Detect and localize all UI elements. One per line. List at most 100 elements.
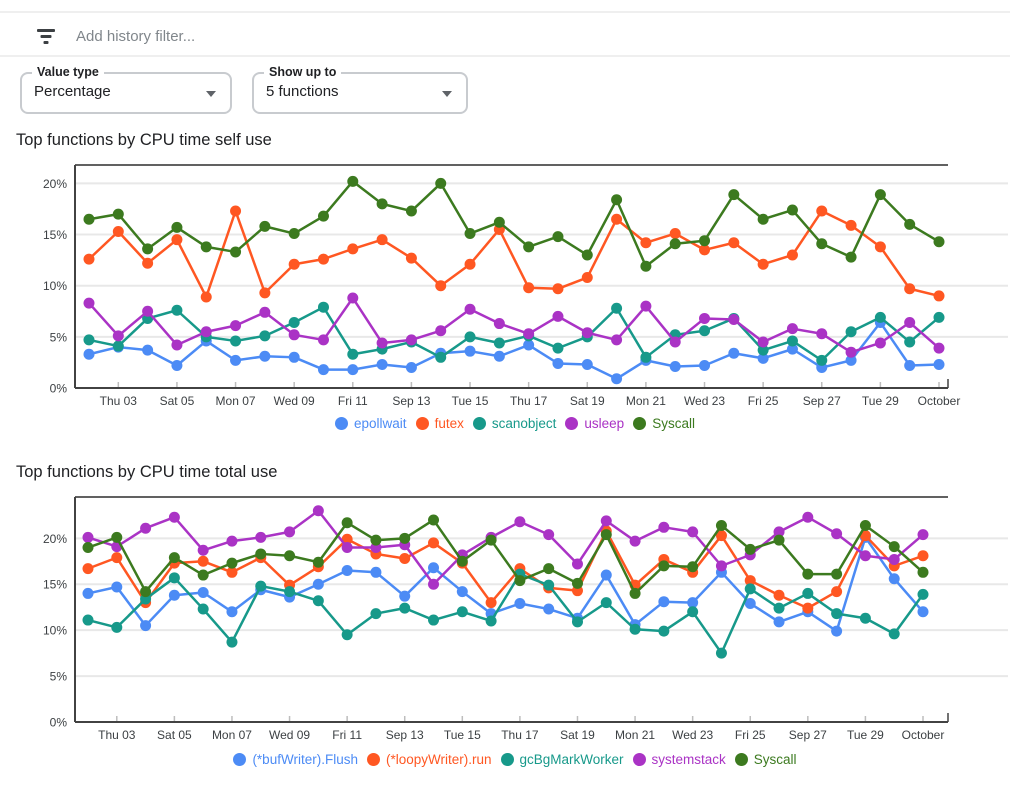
data-point[interactable]	[171, 304, 183, 316]
data-point[interactable]	[687, 561, 699, 573]
data-point[interactable]	[904, 359, 916, 371]
data-point[interactable]	[197, 603, 209, 615]
data-point[interactable]	[699, 359, 711, 371]
data-point[interactable]	[773, 616, 785, 628]
data-point[interactable]	[399, 532, 411, 544]
data-point[interactable]	[83, 334, 95, 346]
data-point[interactable]	[581, 249, 593, 261]
data-point[interactable]	[831, 625, 843, 637]
data-point[interactable]	[571, 558, 583, 570]
data-point[interactable]	[341, 542, 353, 554]
data-point[interactable]	[485, 615, 497, 627]
data-point[interactable]	[288, 317, 300, 329]
data-point[interactable]	[317, 364, 329, 376]
data-point[interactable]	[226, 636, 238, 648]
data-point[interactable]	[831, 528, 843, 540]
data-point[interactable]	[669, 336, 681, 348]
data-point[interactable]	[904, 336, 916, 348]
data-point[interactable]	[845, 326, 857, 338]
data-point[interactable]	[859, 550, 871, 562]
data-point[interactable]	[142, 257, 154, 269]
data-point[interactable]	[728, 347, 740, 359]
data-point[interactable]	[888, 541, 900, 553]
data-point[interactable]	[82, 531, 94, 543]
data-point[interactable]	[831, 568, 843, 580]
data-point[interactable]	[859, 519, 871, 531]
data-point[interactable]	[226, 606, 238, 618]
data-point[interactable]	[456, 586, 468, 598]
data-point[interactable]	[230, 335, 242, 347]
legend-item-Syscall[interactable]: Syscall	[633, 416, 695, 431]
data-point[interactable]	[435, 280, 447, 292]
data-point[interactable]	[514, 598, 526, 610]
data-point[interactable]	[255, 580, 267, 592]
data-point[interactable]	[435, 177, 447, 189]
data-point[interactable]	[168, 511, 180, 523]
data-point[interactable]	[845, 346, 857, 358]
data-point[interactable]	[259, 287, 271, 299]
data-point[interactable]	[197, 544, 209, 556]
data-point[interactable]	[312, 505, 324, 517]
data-point[interactable]	[171, 221, 183, 233]
data-point[interactable]	[658, 596, 670, 608]
legend-item-usleep[interactable]: usleep	[565, 416, 624, 431]
data-point[interactable]	[744, 598, 756, 610]
data-point[interactable]	[317, 334, 329, 346]
data-point[interactable]	[757, 344, 769, 356]
data-point[interactable]	[552, 357, 564, 369]
data-point[interactable]	[773, 589, 785, 601]
data-point[interactable]	[933, 311, 945, 323]
data-point[interactable]	[142, 243, 154, 255]
data-point[interactable]	[112, 225, 124, 237]
data-point[interactable]	[405, 252, 417, 264]
data-point[interactable]	[464, 345, 476, 357]
data-point[interactable]	[904, 283, 916, 295]
data-point[interactable]	[464, 258, 476, 270]
data-point[interactable]	[341, 629, 353, 641]
data-point[interactable]	[699, 244, 711, 256]
data-point[interactable]	[428, 578, 440, 590]
data-point[interactable]	[464, 303, 476, 315]
data-point[interactable]	[435, 351, 447, 363]
data-point[interactable]	[168, 589, 180, 601]
data-point[interactable]	[255, 531, 267, 543]
data-point[interactable]	[904, 218, 916, 230]
data-point[interactable]	[933, 342, 945, 354]
show-up-to-select[interactable]: Show up to 5 functions	[252, 65, 468, 114]
data-point[interactable]	[845, 219, 857, 231]
data-point[interactable]	[456, 606, 468, 618]
data-point[interactable]	[259, 330, 271, 342]
data-point[interactable]	[255, 548, 267, 560]
data-point[interactable]	[259, 220, 271, 232]
data-point[interactable]	[600, 597, 612, 609]
data-point[interactable]	[816, 205, 828, 217]
data-point[interactable]	[168, 552, 180, 564]
data-point[interactable]	[933, 358, 945, 370]
legend-item-(*loopyWriter).run[interactable]: (*loopyWriter).run	[366, 752, 492, 767]
data-point[interactable]	[874, 241, 886, 253]
data-point[interactable]	[744, 543, 756, 555]
legend-item-systemstack[interactable]: systemstack	[632, 752, 726, 767]
data-point[interactable]	[687, 526, 699, 538]
data-point[interactable]	[874, 337, 886, 349]
data-point[interactable]	[428, 537, 440, 549]
data-point[interactable]	[112, 340, 124, 352]
data-point[interactable]	[802, 511, 814, 523]
data-point[interactable]	[464, 228, 476, 240]
data-point[interactable]	[543, 603, 555, 615]
data-point[interactable]	[831, 586, 843, 598]
data-point[interactable]	[493, 318, 505, 330]
data-point[interactable]	[230, 354, 242, 366]
data-point[interactable]	[611, 302, 623, 314]
data-point[interactable]	[629, 623, 641, 635]
data-point[interactable]	[493, 350, 505, 362]
data-point[interactable]	[917, 566, 929, 578]
data-point[interactable]	[611, 373, 623, 385]
data-point[interactable]	[845, 251, 857, 263]
data-point[interactable]	[658, 521, 670, 533]
data-point[interactable]	[456, 555, 468, 567]
data-point[interactable]	[312, 595, 324, 607]
data-point[interactable]	[197, 569, 209, 581]
data-point[interactable]	[715, 647, 727, 659]
data-point[interactable]	[514, 516, 526, 528]
